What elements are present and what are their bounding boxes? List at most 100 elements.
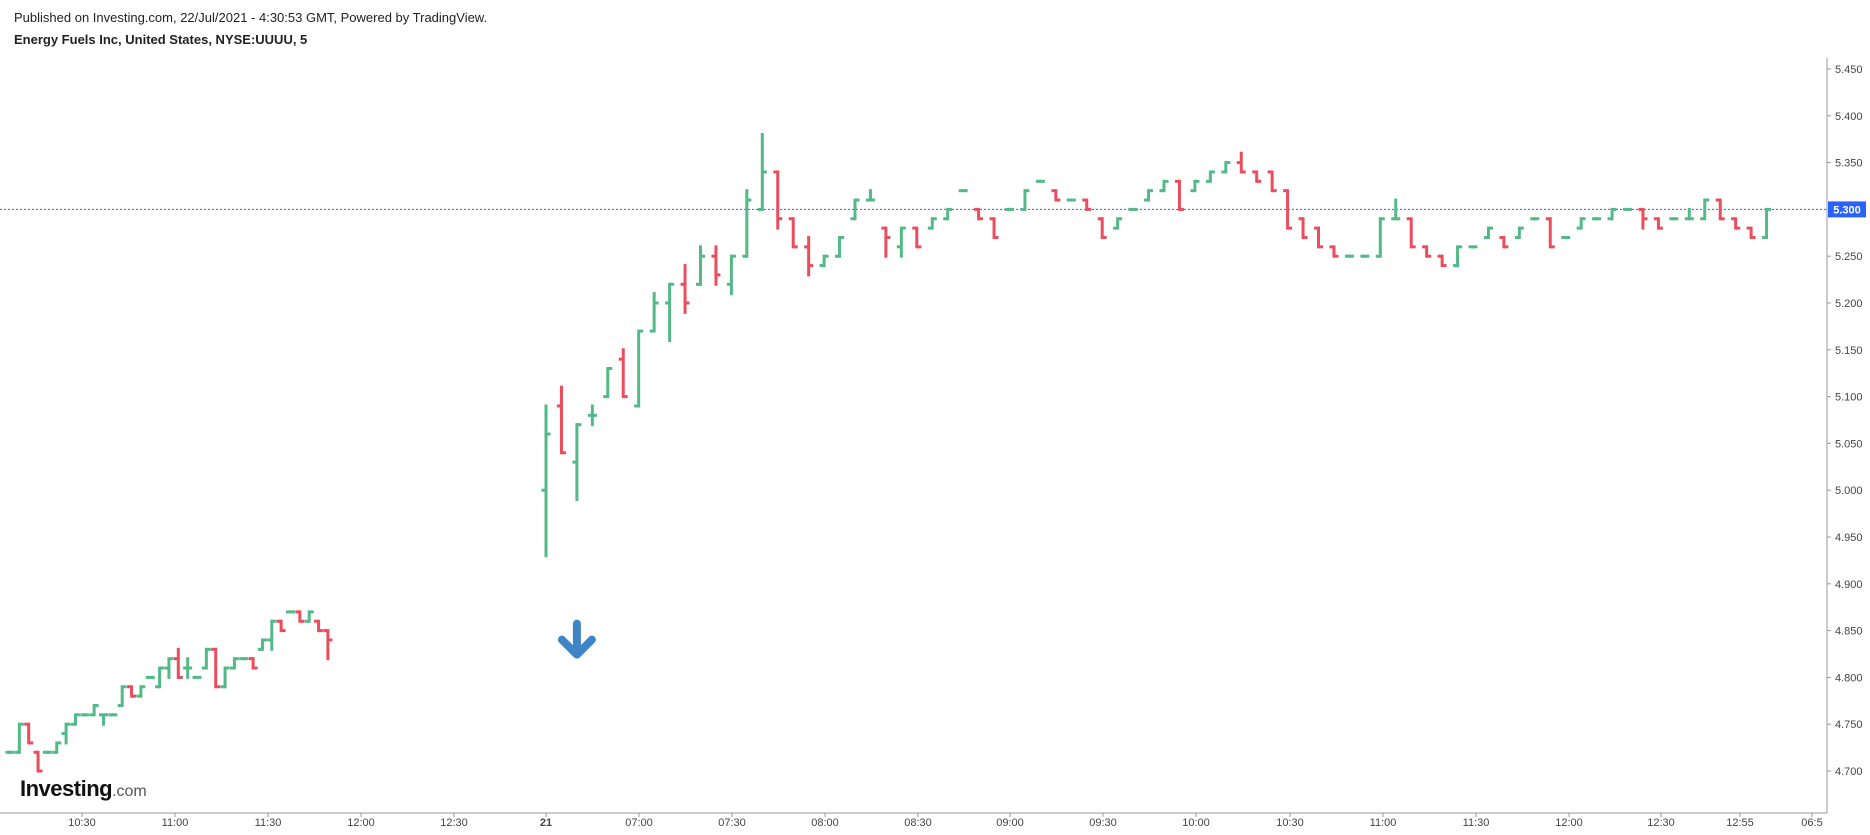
ohlc-bar[interactable] (52, 741, 62, 754)
ohlc-bar[interactable] (1437, 254, 1447, 268)
ohlc-bar[interactable] (164, 657, 174, 679)
ohlc-bar[interactable] (1406, 217, 1416, 249)
ohlc-bar[interactable] (108, 713, 118, 717)
ohlc-bar[interactable] (974, 207, 984, 221)
ohlc-bar[interactable] (1314, 226, 1323, 249)
ohlc-bar[interactable] (14, 722, 24, 754)
ohlc-bar[interactable] (726, 254, 736, 296)
ohlc-bar[interactable] (1530, 217, 1540, 221)
ohlc-bar[interactable] (286, 610, 295, 614)
ohlc-bar[interactable] (61, 722, 71, 745)
ohlc-bar[interactable] (711, 245, 721, 286)
ohlc-bar[interactable] (603, 367, 613, 399)
ohlc-bar[interactable] (804, 235, 814, 277)
ohlc-bar[interactable] (1653, 217, 1663, 230)
ohlc-bar[interactable] (33, 750, 43, 773)
ohlc-bar[interactable] (1453, 245, 1463, 268)
ohlc-bar[interactable] (192, 675, 202, 679)
ohlc-bar[interactable] (155, 666, 165, 689)
ohlc-bar[interactable] (1005, 207, 1014, 211)
ohlc-bar[interactable] (1329, 245, 1339, 258)
ohlc-bar[interactable] (276, 619, 286, 633)
ohlc-bar[interactable] (220, 666, 230, 689)
ohlc-bar[interactable] (80, 713, 90, 717)
ohlc-bar[interactable] (1082, 198, 1092, 211)
ohlc-bar[interactable] (927, 217, 937, 230)
ohlc-bar[interactable] (1066, 198, 1076, 202)
ohlc-bar[interactable] (1128, 207, 1138, 211)
ohlc-bar[interactable] (896, 226, 906, 258)
ohlc-bar[interactable] (819, 254, 829, 268)
ohlc-bar[interactable] (943, 207, 953, 221)
ohlc-bar[interactable] (696, 245, 705, 286)
ohlc-bar[interactable] (1298, 217, 1308, 239)
ohlc-bar[interactable] (239, 657, 249, 661)
ohlc-bar[interactable] (757, 133, 767, 211)
ohlc-bar[interactable] (1700, 198, 1710, 221)
ohlc-bar[interactable] (5, 750, 15, 754)
ohlc-bar[interactable] (1499, 235, 1509, 249)
ohlc-bar[interactable] (1035, 179, 1045, 183)
ohlc-bar[interactable] (1684, 207, 1694, 221)
ohlc-bar[interactable] (1731, 217, 1741, 230)
ohlc-bar[interactable] (117, 685, 127, 707)
ohlc-bar[interactable] (634, 329, 644, 408)
ohlc-bar[interactable] (742, 189, 752, 258)
ohlc-bar[interactable] (42, 750, 52, 754)
ohlc-bar[interactable] (1051, 189, 1061, 202)
ohlc-bar[interactable] (145, 675, 155, 679)
ohlc-bar[interactable] (24, 722, 34, 745)
ohlc-bar[interactable] (1623, 207, 1632, 211)
ohlc-bar[interactable] (1020, 189, 1030, 211)
ohlc-bar[interactable] (267, 619, 277, 651)
ohlc-bar[interactable] (304, 610, 314, 623)
ohlc-bar[interactable] (1422, 245, 1432, 258)
ohlc-bar[interactable] (201, 647, 211, 670)
ohlc-bar[interactable] (989, 217, 999, 239)
ohlc-bar[interactable] (649, 292, 659, 333)
ohlc-bar[interactable] (618, 348, 628, 399)
ohlc-bar[interactable] (89, 703, 99, 717)
ohlc-bar[interactable] (1159, 179, 1169, 193)
ohlc-bar[interactable] (1545, 217, 1555, 249)
ohlc-bar[interactable] (587, 404, 597, 427)
ohlc-bar[interactable] (1669, 217, 1679, 221)
ohlc-bar[interactable] (1607, 207, 1617, 221)
ohlc-bar[interactable] (1514, 226, 1524, 239)
ohlc-bar[interactable] (1483, 226, 1493, 239)
ohlc-bar[interactable] (323, 629, 333, 661)
ohlc-bar[interactable] (1097, 217, 1107, 239)
ohlc-bar[interactable] (1561, 235, 1571, 239)
ohlc-bar[interactable] (1144, 189, 1154, 202)
ohlc-bar[interactable] (912, 226, 922, 249)
ohlc-bar[interactable] (70, 713, 80, 726)
ohlc-bar[interactable] (1592, 217, 1602, 221)
ohlc-bar[interactable] (314, 619, 324, 633)
ohlc-bar[interactable] (850, 198, 860, 221)
ohlc-bar[interactable] (1344, 254, 1354, 258)
ohlc-bar[interactable] (248, 657, 258, 670)
ohlc-bar[interactable] (665, 282, 675, 342)
ohlc-bar[interactable] (958, 189, 968, 193)
ohlc-bar[interactable] (1762, 207, 1772, 239)
ohlc-bar[interactable] (1221, 161, 1231, 174)
ohlc-bar[interactable] (127, 685, 137, 698)
ohlc-bar[interactable] (835, 235, 845, 258)
ohlc-bar[interactable] (1468, 245, 1478, 249)
ohlc-bar[interactable] (211, 647, 221, 689)
ohlc-bar[interactable] (556, 385, 566, 455)
ohlc-bar[interactable] (1360, 254, 1370, 258)
ohlc-bar[interactable] (1174, 179, 1184, 211)
ohlc-bar[interactable] (257, 638, 267, 651)
ohlc-bar[interactable] (1267, 170, 1277, 193)
ohlc-bar[interactable] (1205, 170, 1215, 183)
ohlc-bar[interactable] (1638, 207, 1648, 230)
ohlc-bar[interactable] (183, 657, 193, 679)
ohlc-bar[interactable] (865, 189, 875, 202)
ohlc-bar[interactable] (1252, 170, 1262, 183)
ohlc-bar[interactable] (99, 713, 108, 726)
ohlc-bar[interactable] (1391, 198, 1401, 221)
ohlc-bar[interactable] (1715, 198, 1725, 221)
ohlc-bar[interactable] (1746, 226, 1756, 239)
